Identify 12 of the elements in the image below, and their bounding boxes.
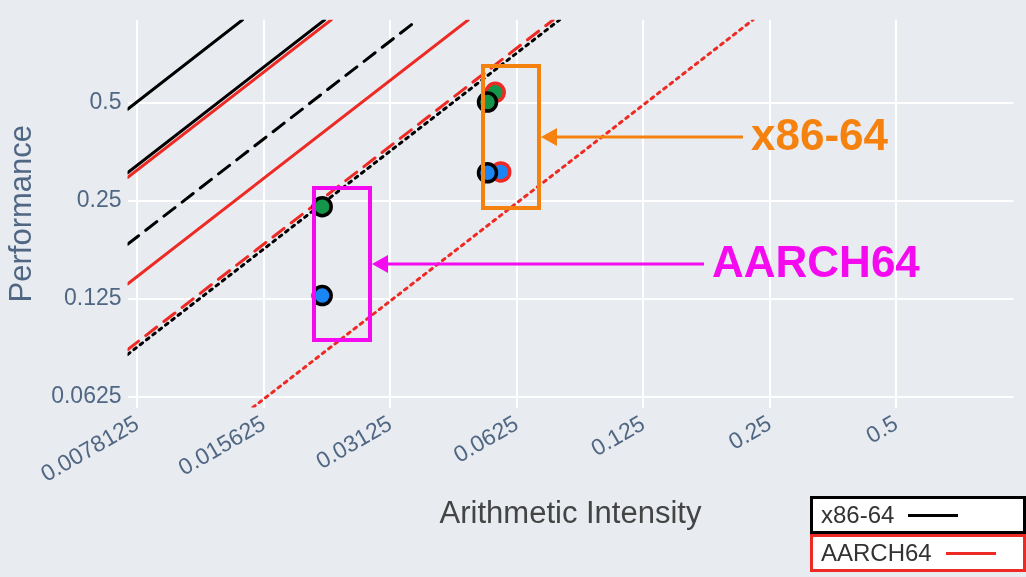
- annotation: AARCH64: [712, 237, 920, 286]
- annotation: x86-64: [751, 110, 889, 159]
- x-tick-label: 0.5: [861, 409, 903, 449]
- legend-label: AARCH64: [821, 539, 932, 567]
- x-tick-label: 0.25: [723, 409, 776, 455]
- legend-label: x86-64: [821, 501, 895, 529]
- y-tick-label: 0.25: [76, 186, 122, 213]
- x-axis-title: Arithmetic Intensity: [439, 494, 702, 530]
- y-tick-label: 0.0625: [51, 382, 122, 409]
- y-tick-label: 0.125: [63, 284, 122, 311]
- y-tick-label: 0.5: [89, 88, 122, 115]
- y-axis-title: Performance: [3, 124, 39, 303]
